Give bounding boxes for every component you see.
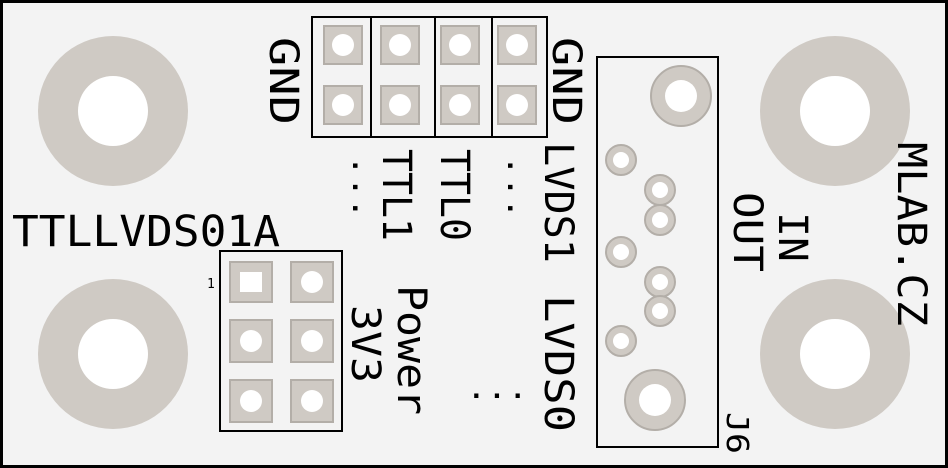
gnd-right-label: GND: [543, 37, 589, 125]
power-pad: [290, 319, 334, 363]
connector-pin: [605, 144, 637, 176]
header-pad: [380, 25, 420, 65]
power-header: [219, 250, 343, 432]
connector-pin: [644, 174, 676, 206]
in-label: IN: [769, 212, 815, 262]
header-pad: [497, 85, 537, 125]
header-pad: [323, 85, 363, 125]
connector-pin: [605, 325, 637, 357]
mounting-hole-top-left: [38, 36, 188, 186]
power-pad: [229, 379, 273, 423]
connector-pin: [644, 204, 676, 236]
vendor-label: MLAB.CZ: [888, 142, 934, 326]
connector-j6: [596, 56, 719, 448]
mounting-hole-top-right: [760, 36, 910, 186]
power-pad: [290, 379, 334, 423]
connector-pin: [644, 266, 676, 298]
header-pad: [440, 85, 480, 125]
power-pad: [229, 319, 273, 363]
dots-lvds1: ...: [500, 155, 535, 219]
power-pad: [229, 261, 273, 303]
header-pad: [440, 25, 480, 65]
connector-pin: [644, 295, 676, 327]
power-label: Power: [388, 285, 434, 415]
lvds1-label: LVDS1: [535, 142, 581, 263]
mounting-hole-bottom-left: [38, 279, 188, 429]
header-pad: [497, 25, 537, 65]
pin1-marker-label: 1: [207, 277, 215, 292]
dots-ttl1: ...: [345, 155, 380, 219]
out-label: OUT: [724, 192, 770, 272]
power-pad: [290, 261, 334, 303]
board-name-label: TTLLVDS01A: [12, 207, 280, 257]
lvds0-label: LVDS0: [535, 295, 581, 432]
connector-mount-hole: [650, 65, 712, 127]
header-pad: [380, 85, 420, 125]
signal-header: [311, 16, 548, 138]
voltage-label: 3V3: [342, 305, 388, 383]
ttl0-label: TTL0: [431, 149, 477, 241]
dots-lvds0: ...: [466, 371, 528, 406]
connector-mount-hole: [624, 369, 686, 431]
gnd-left-label: GND: [260, 37, 306, 125]
connector-pin: [605, 236, 637, 268]
ttl1-label: TTL1: [373, 149, 419, 241]
header-pad: [323, 25, 363, 65]
connector-ref-label: J6: [719, 412, 754, 454]
mounting-hole-bottom-right: [760, 279, 910, 429]
